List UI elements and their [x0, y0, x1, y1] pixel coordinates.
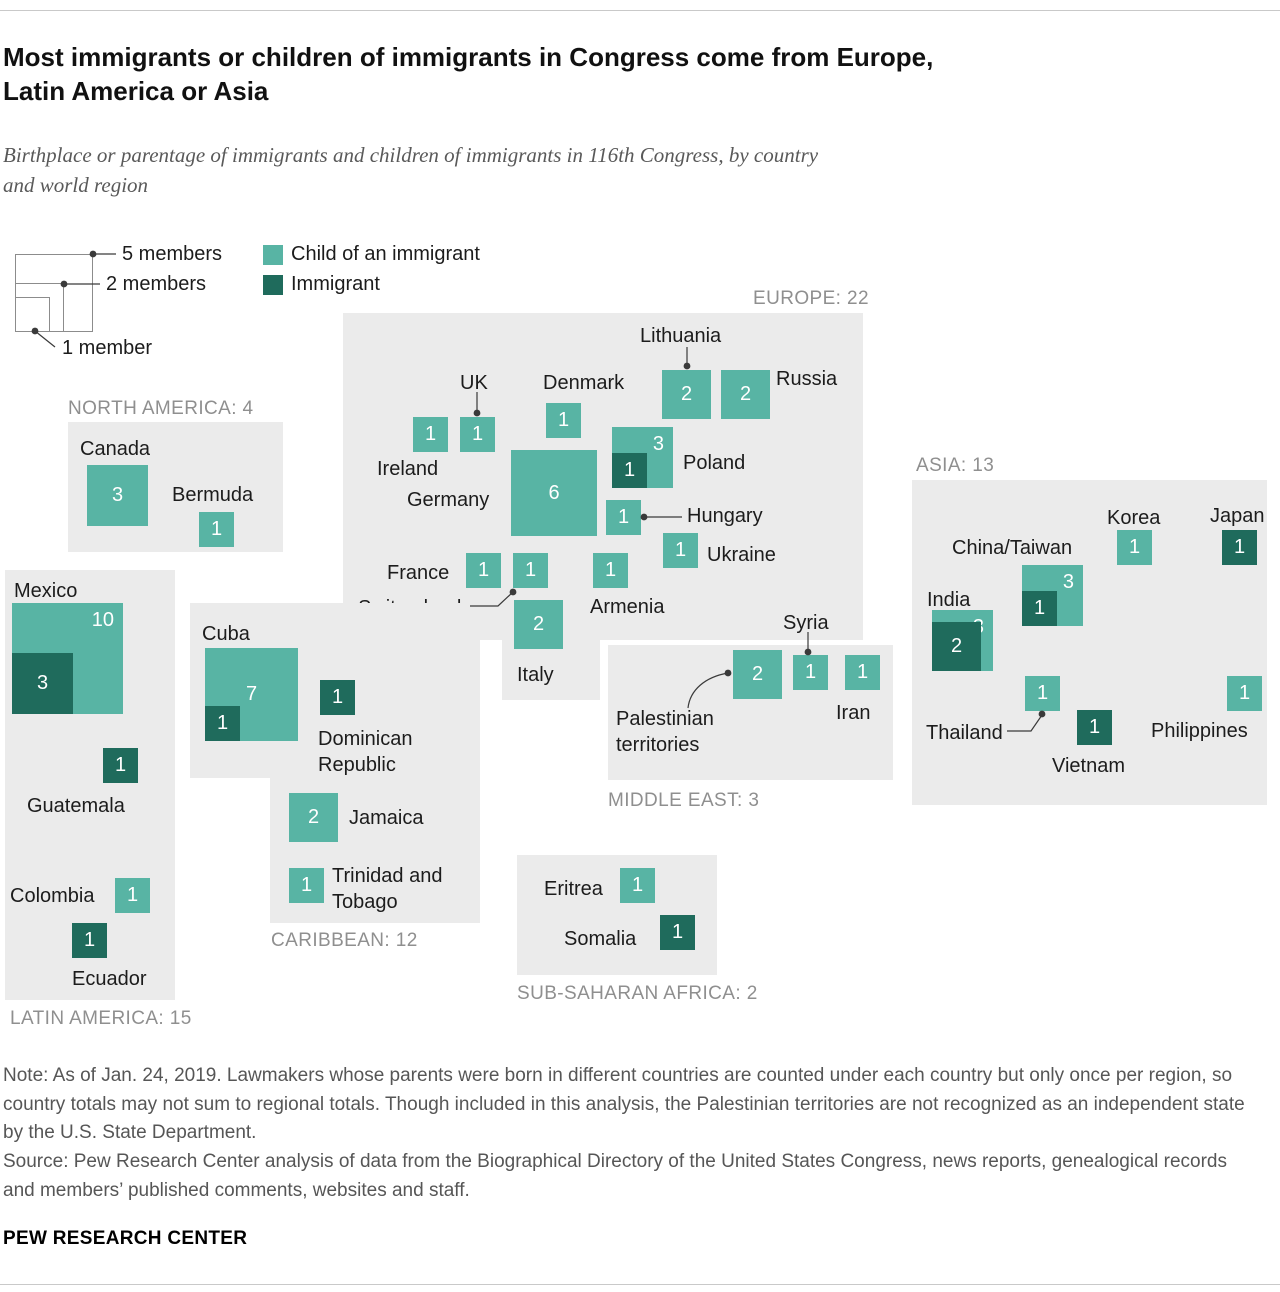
country-label-jamaica: Jamaica [349, 807, 424, 829]
country-label-india: India [927, 589, 971, 611]
eritrea-child-square: 1 [620, 868, 655, 903]
lithuania-child-square: 2 [662, 370, 711, 419]
country-label-thailand: Thailand [926, 722, 1003, 744]
size-key-label-5: 5 members [122, 243, 223, 265]
region-label-europe: EUROPE: 22 [753, 288, 869, 309]
country-label-trinidad-tobago: Trinidad and Tobago [332, 865, 443, 913]
cuba-child-square: 7 [205, 648, 298, 741]
guatemala-immigrant-square: 1 [103, 748, 138, 783]
region-label-middle-east: MIDDLE EAST: 3 [608, 790, 760, 811]
region-label-north-america: NORTH AMERICA: 4 [68, 398, 254, 419]
bottom-rule [0, 1284, 1280, 1285]
poland-immigrant-square: 1 [612, 453, 647, 488]
hungary-child-square: 1 [606, 500, 641, 535]
region-label-latin-america: LATIN AMERICA: 15 [10, 1008, 192, 1029]
philippines-child-square: 1 [1227, 676, 1262, 711]
italy-child-square: 2 [514, 600, 563, 649]
country-label-syria: Syria [783, 612, 829, 634]
size-key-label-2: 2 members [106, 273, 207, 295]
legend-immigrant-swatch [263, 275, 283, 295]
ireland-child-square: 1 [413, 417, 448, 452]
country-label-china-taiwan: China/Taiwan [952, 537, 1073, 559]
country-label-bermuda: Bermuda [172, 484, 254, 506]
subtitle-line-1: Birthplace or parentage of immigrants an… [3, 143, 819, 167]
country-label-colombia: Colombia [10, 885, 95, 907]
country-label-guatemala: Guatemala [27, 795, 125, 817]
legend-child-label: Child of an immigrant [291, 243, 480, 265]
size-key-1-square [15, 297, 50, 332]
japan-immigrant-square: 1 [1222, 530, 1257, 565]
somalia-immigrant-square: 1 [660, 915, 695, 950]
pew-research-center-brand: PEW RESEARCH CENTER [3, 1228, 248, 1249]
country-label-lithuania: Lithuania [640, 325, 722, 347]
note-text: Note: As of Jan. 24, 2019. Lawmakers who… [3, 1065, 1245, 1143]
denmark-child-square: 1 [546, 403, 581, 438]
country-label-russia: Russia [776, 368, 838, 390]
china-taiwan-immigrant-square: 1 [1022, 591, 1057, 626]
bermuda-child-square: 1 [199, 512, 234, 547]
ecuador-immigrant-square: 1 [72, 923, 107, 958]
country-label-mexico: Mexico [14, 580, 78, 602]
syria-child-square: 1 [793, 655, 828, 690]
palestinian-territories-child-square: 2 [733, 650, 782, 699]
title-line-1: Most immigrants or children of immigrant… [3, 42, 934, 72]
country-label-poland: Poland [683, 452, 746, 474]
iran-child-square: 1 [845, 655, 880, 690]
country-label-korea: Korea [1107, 507, 1161, 529]
region-label-asia: ASIA: 13 [916, 455, 995, 476]
legend-immigrant-label: Immigrant [291, 273, 380, 295]
france-child-square: 1 [466, 553, 501, 588]
country-label-cuba: Cuba [202, 623, 250, 645]
page-title: Most immigrants or children of immigrant… [3, 40, 1233, 109]
region-label-sub-saharan-africa: SUB-SAHARAN AFRICA: 2 [517, 983, 758, 1004]
country-label-eritrea: Eritrea [544, 878, 603, 900]
title-line-2: Latin America or Asia [3, 76, 269, 107]
region-label-caribbean: CARIBBEAN: 12 [271, 930, 418, 951]
subtitle-line-2: and world region [3, 173, 149, 198]
country-label-vietnam: Vietnam [1052, 755, 1126, 777]
source-text: Source: Pew Research Center analysis of … [3, 1151, 1227, 1201]
ukraine-child-square: 1 [663, 533, 698, 568]
country-label-ecuador: Ecuador [72, 968, 147, 990]
country-label-somalia: Somalia [564, 928, 637, 950]
country-label-ireland: Ireland [377, 458, 439, 480]
country-label-france: France [387, 562, 450, 584]
india-immigrant-square: 2 [932, 622, 981, 671]
armenia-child-square: 1 [593, 553, 628, 588]
vietnam-immigrant-square: 1 [1077, 710, 1112, 745]
country-label-palestinian-territories: Palestinian territories [616, 708, 714, 756]
country-label-dominican-republic: Dominican Republic [318, 728, 413, 776]
jamaica-child-square: 2 [289, 793, 338, 842]
country-label-germany: Germany [407, 489, 490, 511]
country-label-canada: Canada [80, 438, 151, 460]
page-subtitle: Birthplace or parentage of immigrants an… [3, 140, 1253, 201]
switzerland-child-square: 1 [513, 553, 548, 588]
country-label-denmark: Denmark [543, 372, 625, 394]
country-label-ukraine: Ukraine [707, 544, 776, 566]
trinidad-tobago-child-square: 1 [289, 868, 324, 903]
country-label-japan: Japan [1210, 505, 1265, 527]
germany-child-square: 6 [511, 450, 597, 536]
region-panel-europe-italy-tab [502, 640, 600, 700]
korea-child-square: 1 [1117, 530, 1152, 565]
country-label-italy: Italy [517, 664, 554, 686]
country-label-uk: UK [460, 372, 488, 394]
colombia-child-square: 1 [115, 878, 150, 913]
dominican-republic-immigrant-square: 1 [320, 680, 355, 715]
country-label-iran: Iran [836, 702, 871, 724]
thailand-child-square: 1 [1025, 676, 1060, 711]
canada-child-square: 3 [87, 465, 148, 526]
country-label-hungary: Hungary [687, 505, 763, 527]
country-label-philippines: Philippines [1151, 720, 1248, 742]
cuba-immigrant-square: 1 [205, 706, 240, 741]
top-rule [0, 10, 1280, 11]
legend-child-swatch [263, 245, 283, 265]
mexico-immigrant-square: 3 [12, 653, 73, 714]
uk-child-square: 1 [460, 417, 495, 452]
country-label-armenia: Armenia [590, 596, 665, 618]
russia-child-square: 2 [721, 370, 770, 419]
size-key-label-1: 1 member [62, 337, 153, 359]
